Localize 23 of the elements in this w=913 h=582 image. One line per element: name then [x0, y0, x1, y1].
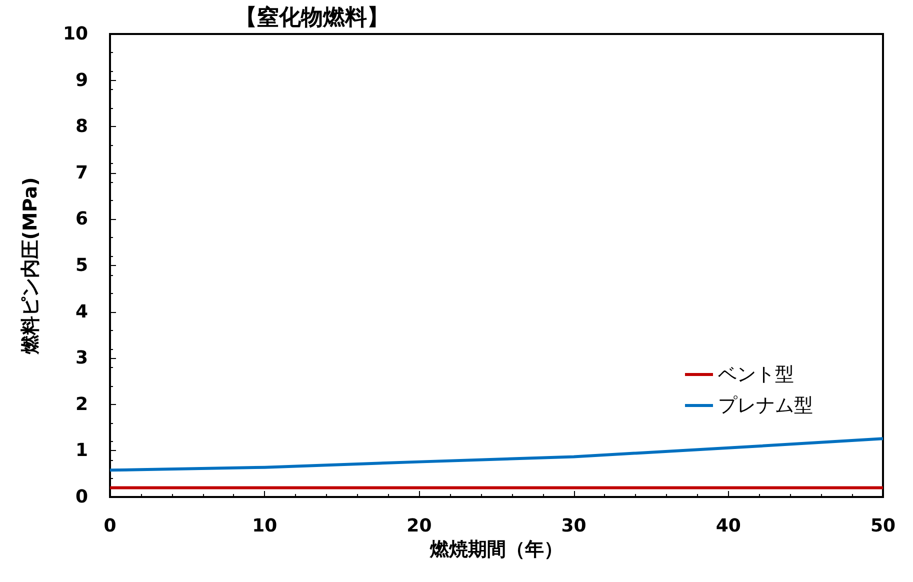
y-tick-label: 8	[75, 116, 88, 138]
legend-label: ベント型	[718, 364, 794, 386]
x-tick-label: 40	[716, 516, 741, 536]
y-tick-label: 7	[75, 162, 88, 184]
y-tick-label: 3	[75, 348, 88, 369]
legend-label: プレナム型	[718, 394, 813, 416]
y-tick-label: 2	[75, 394, 88, 415]
y-tick-label: 10	[62, 24, 88, 44]
y-tick-label: 0	[75, 486, 88, 508]
x-axis-title: 燃焼期間（年）	[429, 538, 563, 560]
y-tick-label: 5	[75, 255, 88, 276]
x-tick-label: 10	[252, 516, 278, 536]
x-tick-label: 20	[406, 516, 432, 536]
line-series	[108, 437, 884, 472]
y-tick-label: 4	[75, 301, 88, 322]
x-tick-label: 0	[104, 516, 116, 536]
y-tick-label: 9	[75, 70, 88, 91]
x-tick-label: 30	[561, 516, 586, 536]
x-tick-label: 50	[870, 516, 896, 536]
y-tick-label: 1	[75, 440, 88, 462]
chart-title: 【窒化物燃料】	[235, 4, 389, 30]
y-axis-title: 燃料ピン内圧(MPa)	[20, 177, 42, 355]
y-tick-label: 6	[75, 208, 88, 230]
